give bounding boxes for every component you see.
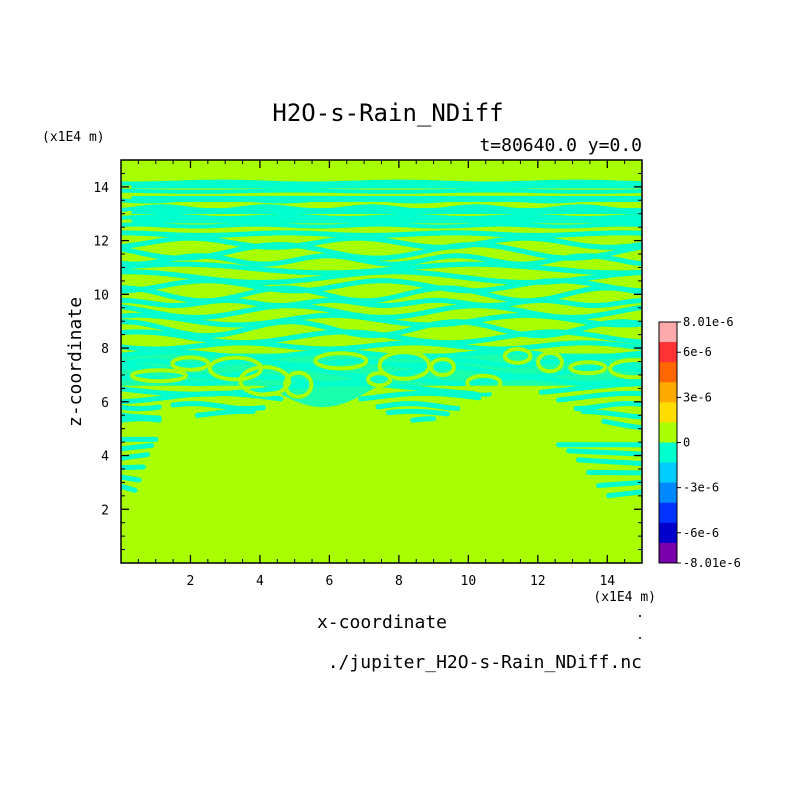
field-edge-band <box>121 464 146 471</box>
colorbar-segment <box>659 402 677 423</box>
field-band <box>121 230 642 239</box>
field-band <box>131 195 642 202</box>
x-tick-label: 4 <box>256 574 264 589</box>
field-band <box>121 303 642 320</box>
x-tick-label: 2 <box>187 574 195 589</box>
y-tick-label: 2 <box>101 503 109 518</box>
field-swirl <box>568 360 608 376</box>
y-tick-label: 14 <box>93 181 109 196</box>
field-edge-band <box>596 479 642 488</box>
field-edge-band <box>121 483 138 493</box>
field-edge-band <box>576 457 642 467</box>
field-band <box>121 222 642 229</box>
y-tick-label: 12 <box>93 235 109 250</box>
field-band <box>121 340 642 352</box>
chart-title: H2O-s-Rain_NDiff <box>272 99 503 127</box>
field-swirl <box>608 358 642 380</box>
colorbar-label: 8.01e-6 <box>683 315 734 329</box>
y-tick-label: 4 <box>101 450 109 465</box>
field-edge-band <box>566 448 642 457</box>
colorbar-label: 3e-6 <box>683 390 712 404</box>
field-swirl <box>238 365 291 397</box>
marker-dot <box>639 637 641 639</box>
y-axis-label: z-coordinate <box>65 297 86 427</box>
x-tick-label: 12 <box>530 574 546 589</box>
x-tick-label: 10 <box>461 574 477 589</box>
colorbar-label: -3e-6 <box>683 481 719 495</box>
x-axis-label: x-coordinate <box>317 612 447 633</box>
field-band <box>131 182 642 189</box>
field-band <box>121 319 642 339</box>
field-band <box>121 261 642 276</box>
field-edge-band <box>121 474 142 483</box>
colorbar-segment <box>659 442 677 464</box>
footer-filename: ./jupiter_H2O-s-Rain_NDiff.nc <box>328 652 642 673</box>
colorbar-label: -8.01e-6 <box>683 556 741 570</box>
field-plateau <box>121 353 642 408</box>
y-tick-label: 8 <box>101 342 109 357</box>
field-band <box>121 408 642 421</box>
y-tick-label: 6 <box>101 396 109 411</box>
field-band <box>121 179 642 186</box>
colorbar-segment <box>659 362 677 383</box>
field-edge-band <box>121 452 150 461</box>
colorbar-segment <box>659 542 677 564</box>
y-unit-label: (x1E4 m) <box>42 130 105 145</box>
colorbar-segment <box>659 482 677 504</box>
colorbar-segment <box>659 322 677 343</box>
field-band <box>121 188 642 194</box>
field-band <box>131 208 642 215</box>
colorbar-segment <box>659 342 677 363</box>
field-swirl <box>366 371 393 388</box>
field-swirl <box>536 351 564 374</box>
field-band <box>131 217 642 224</box>
field-swirl <box>429 357 456 378</box>
field-band <box>121 235 642 250</box>
colorbar: 8.01e-6 6e-6 3e-6 0 -3e-6 -6e-6 -8.01e-6 <box>658 315 741 570</box>
colorbar-label: -6e-6 <box>683 526 719 540</box>
marker-dot <box>639 615 641 617</box>
field-edge-band <box>606 489 642 499</box>
colorbar-segment <box>659 522 677 544</box>
colorbar-label: 6e-6 <box>683 345 712 359</box>
y-tick-label: 10 <box>93 288 109 303</box>
field-band <box>121 285 642 304</box>
x-unit-label: (x1E4 m) <box>593 590 656 605</box>
colorbar-segment <box>659 462 677 484</box>
field-swirl <box>377 350 432 381</box>
colorbar-label: 0 <box>683 436 690 450</box>
field-edge-band <box>121 442 155 452</box>
colorbar-segment <box>659 382 677 403</box>
x-tick-label: 14 <box>599 574 615 589</box>
field-swirl <box>465 373 503 393</box>
field-band <box>121 242 642 261</box>
colorbar-segment <box>659 502 677 524</box>
axis-ticks: 2 4 6 8 10 12 14 2 4 6 8 10 12 14 <box>93 160 642 589</box>
field-band <box>121 401 642 412</box>
field-layer <box>121 179 642 499</box>
field-swirl <box>502 347 533 365</box>
chart-subtitle: t=80640.0 y=0.0 <box>479 135 642 156</box>
colorbar-segment <box>659 422 677 443</box>
field-swirl <box>129 368 189 384</box>
field-swirl <box>170 355 211 372</box>
x-tick-label: 8 <box>395 574 403 589</box>
field-swirl <box>313 351 369 371</box>
plot-area <box>121 160 642 563</box>
field-edge-band <box>586 469 642 476</box>
x-tick-label: 6 <box>325 574 333 589</box>
field-swirl <box>283 370 314 399</box>
